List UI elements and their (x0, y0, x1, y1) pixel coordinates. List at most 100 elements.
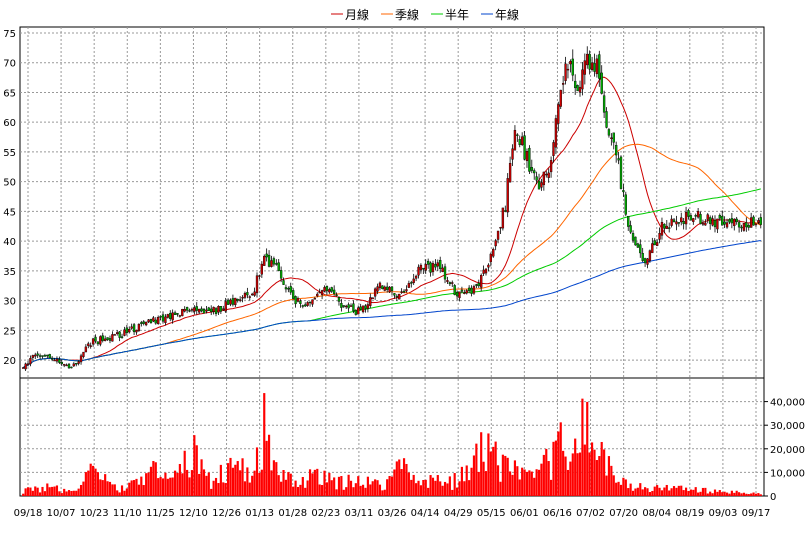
candlestick (402, 289, 406, 294)
candlestick (480, 273, 483, 292)
volume-bar (89, 463, 92, 496)
candlestick (364, 304, 367, 313)
volume-bar (677, 485, 680, 496)
price-tick-label: 65 (3, 88, 16, 99)
volume-bar (733, 492, 736, 496)
volume-bar (159, 476, 162, 496)
candlestick (460, 286, 464, 293)
candlestick (67, 362, 71, 369)
price-tick-label: 50 (3, 178, 16, 189)
candle-body (706, 214, 709, 220)
candlestick (718, 213, 721, 222)
candlestick (229, 298, 232, 307)
candle-body (525, 150, 529, 162)
candle-body (410, 282, 413, 284)
candle-body (369, 297, 372, 306)
volume-bar (658, 487, 661, 496)
volume-bar (646, 488, 649, 496)
candle-body (89, 345, 92, 347)
candle-body (79, 355, 83, 363)
candle-body (393, 293, 396, 296)
candle-body (253, 291, 256, 296)
volume-bar (345, 487, 348, 496)
volume-bars (22, 393, 762, 496)
date-tick-label: 07/20 (609, 508, 638, 519)
candle-body (181, 308, 184, 317)
volume-bar (689, 489, 692, 496)
candle-body (366, 304, 370, 309)
candlestick (393, 293, 396, 299)
volume-bar (417, 480, 420, 496)
candlestick (672, 217, 676, 223)
candlestick (561, 75, 565, 94)
volume-bar (34, 486, 37, 496)
volume-bar (636, 487, 639, 496)
candlestick (58, 356, 61, 365)
volume-bar (487, 433, 490, 496)
candlestick (349, 303, 353, 307)
candle-body (402, 290, 406, 293)
candle-body (277, 262, 280, 271)
volume-bar (205, 475, 208, 496)
candlestick (265, 248, 268, 262)
candle-body (417, 266, 420, 276)
volume-bar (292, 486, 295, 496)
candlestick (629, 220, 632, 234)
volume-bar (333, 477, 336, 496)
candle-body (125, 327, 129, 334)
volume-bar (137, 484, 140, 496)
volume-bar (135, 478, 138, 496)
candle-body (53, 359, 56, 362)
volume-bar (680, 485, 683, 496)
candle-body (255, 275, 259, 294)
volume-bar (465, 465, 468, 496)
candlestick (96, 341, 100, 346)
candle-body (325, 285, 329, 292)
candlestick (193, 305, 196, 315)
volume-bar (366, 476, 369, 496)
candlestick (378, 281, 382, 291)
date-tick-label: 11/10 (113, 508, 142, 519)
volume-bar (376, 480, 379, 496)
volume-bar (511, 474, 514, 496)
candle-body (458, 291, 461, 299)
candlestick (559, 89, 562, 110)
candle-body (588, 53, 591, 70)
candlestick (593, 53, 596, 77)
candle-body (735, 218, 738, 223)
volume-bar (224, 483, 227, 496)
candle-body (583, 60, 586, 75)
volume-bar (227, 463, 230, 496)
candlestick (313, 296, 317, 300)
volume-bar (125, 488, 128, 496)
candlestick (224, 297, 227, 313)
volume-bar (181, 473, 184, 496)
candlestick (704, 219, 707, 226)
candlestick (689, 213, 693, 221)
candlestick (422, 267, 425, 274)
candle-body (516, 134, 519, 136)
candle-body (494, 240, 497, 247)
volume-tick-label: 40,000 (770, 398, 805, 409)
volume-bar (480, 432, 483, 496)
date-tick-label: 01/28 (278, 508, 307, 519)
candlestick (29, 355, 32, 367)
candle-body (520, 136, 524, 146)
candle-body (465, 290, 468, 294)
candlestick (366, 302, 370, 313)
candle-body (159, 316, 162, 318)
candle-body (475, 284, 478, 286)
candle-body (354, 309, 358, 315)
candlestick (477, 279, 480, 288)
candlestick (600, 65, 603, 95)
candlestick (390, 286, 394, 296)
candle-body (448, 282, 452, 285)
candle-body (581, 69, 584, 90)
candle-body (489, 253, 492, 263)
candlestick (277, 259, 280, 272)
volume-bar (284, 479, 288, 496)
candlestick (492, 247, 495, 258)
candle-body (304, 304, 307, 307)
volume-bar (267, 434, 271, 496)
volume-bar (670, 488, 673, 496)
